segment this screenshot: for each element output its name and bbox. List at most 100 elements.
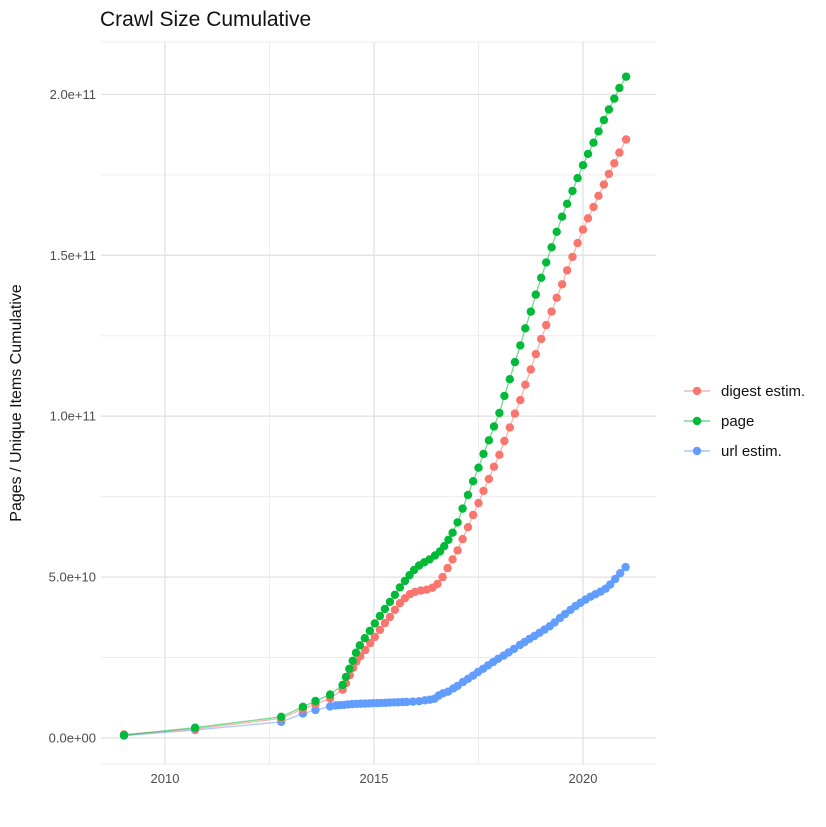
data-point	[531, 290, 540, 299]
series-digest-estim	[119, 135, 631, 739]
data-point	[547, 243, 556, 252]
data-point	[615, 148, 624, 157]
data-point	[444, 535, 453, 544]
data-point	[433, 579, 442, 589]
legend: digest estim. page url estim.	[682, 376, 805, 466]
data-point	[611, 574, 620, 584]
data-point	[390, 605, 400, 615]
data-point	[578, 161, 588, 170]
data-point	[190, 723, 200, 732]
data-point	[505, 375, 514, 384]
data-point	[510, 409, 520, 418]
data-point	[402, 697, 411, 707]
data-point	[606, 580, 615, 589]
data-point	[311, 705, 320, 715]
data-point	[510, 357, 520, 367]
data-point	[621, 562, 630, 572]
data-point	[531, 349, 540, 359]
data-point	[380, 618, 390, 628]
data-point	[390, 590, 400, 599]
legend-label-digest-estim: digest estim.	[721, 382, 806, 400]
data-point	[526, 365, 535, 374]
data-point	[521, 380, 530, 389]
y-axis-label: Pages / Unique Items Cumulative	[8, 284, 25, 522]
data-point	[516, 341, 525, 350]
data-point	[311, 696, 320, 706]
legend-key-page-icon	[684, 416, 710, 426]
data-point	[458, 504, 467, 513]
y-tick-label: 1.5e+11	[50, 248, 96, 263]
data-point	[594, 127, 603, 136]
data-point	[395, 583, 405, 592]
x-tick-label: 2010	[151, 771, 180, 786]
data-point	[505, 423, 514, 432]
data-point	[448, 555, 457, 564]
series-line	[123, 139, 627, 736]
data-point	[277, 712, 286, 721]
data-point	[610, 159, 619, 168]
series-page	[119, 72, 631, 740]
data-point	[355, 641, 364, 650]
data-point	[573, 238, 582, 248]
data-point	[338, 680, 347, 690]
data-point	[509, 644, 519, 654]
data-point	[599, 180, 609, 189]
data-point	[385, 612, 395, 622]
data-point	[365, 626, 374, 635]
data-point	[516, 395, 525, 405]
data-point	[583, 149, 593, 159]
data-point	[458, 534, 467, 544]
data-point	[361, 645, 370, 655]
data-point	[119, 730, 129, 740]
data-point	[615, 83, 624, 93]
chart-title: Crawl Size Cumulative	[100, 8, 312, 31]
data-point	[552, 293, 561, 302]
data-point	[568, 252, 577, 262]
data-point	[443, 563, 452, 573]
data-point	[573, 173, 582, 183]
data-point	[557, 212, 567, 221]
data-point	[537, 273, 546, 282]
data-point	[568, 186, 577, 196]
data-point	[495, 450, 504, 459]
data-point	[604, 105, 614, 114]
data-point	[468, 510, 478, 520]
data-point	[400, 576, 410, 586]
data-point	[479, 486, 488, 496]
data-point	[484, 474, 494, 484]
data-point	[604, 169, 614, 179]
data-point	[438, 572, 447, 582]
x-axis-tick-labels: 2010 2015 2020	[151, 771, 598, 786]
data-point	[463, 490, 473, 500]
data-point	[594, 191, 603, 200]
data-point	[325, 690, 335, 699]
x-tick-label: 2015	[360, 771, 389, 786]
data-point	[351, 648, 361, 657]
y-tick-label: 2.0e+11	[50, 87, 96, 102]
x-tick-label: 2020	[569, 771, 598, 786]
data-point	[542, 258, 551, 267]
data-point	[341, 672, 351, 682]
legend-item-page: page	[682, 406, 805, 436]
data-point	[484, 436, 494, 445]
series-line	[123, 566, 627, 737]
data-point	[408, 697, 418, 706]
data-point	[375, 611, 385, 621]
data-point	[547, 307, 556, 316]
data-point	[448, 528, 457, 537]
y-tick-label: 5.0e+10	[49, 570, 96, 585]
data-point	[542, 320, 551, 330]
gridlines-major	[101, 42, 656, 764]
data-point	[440, 542, 449, 551]
data-point	[380, 604, 390, 614]
data-point	[479, 449, 488, 459]
data-point	[489, 422, 499, 431]
y-tick-label: 0.0e+00	[49, 731, 96, 746]
data-point	[616, 569, 625, 578]
legend-item-url-estim: url estim.	[682, 436, 805, 466]
legend-item-digest-estim: digest estim.	[682, 376, 805, 406]
data-point	[589, 202, 598, 212]
data-point	[552, 227, 561, 236]
